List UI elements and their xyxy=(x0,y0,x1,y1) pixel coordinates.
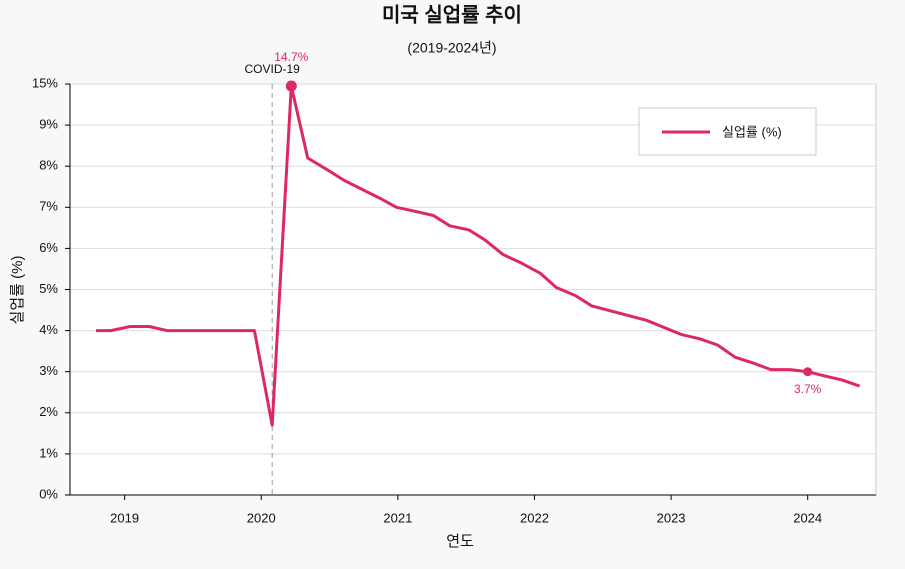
y-tick-label: 5% xyxy=(39,281,58,296)
x-axis-label: 연도 xyxy=(446,533,474,550)
y-tick-label: 7% xyxy=(39,199,58,214)
x-tick-label: 2019 xyxy=(110,510,139,525)
event-label: COVID-19 xyxy=(245,62,301,76)
chart-subtitle: (2019-2024년) xyxy=(407,40,496,56)
y-tick-label: 8% xyxy=(39,158,58,173)
x-tick-label: 2023 xyxy=(657,510,686,525)
y-tick-label: 1% xyxy=(39,445,58,460)
series-line xyxy=(95,84,861,427)
y-tick-label: 9% xyxy=(39,117,58,132)
y-tick-label: 0% xyxy=(39,486,58,501)
highlight-point xyxy=(285,80,297,92)
x-tick-label: 2021 xyxy=(383,510,412,525)
y-tick-label: 3% xyxy=(39,363,58,378)
highlight-point xyxy=(803,367,813,377)
y-tick-label: 4% xyxy=(39,322,58,337)
x-tick-label: 2024 xyxy=(793,510,822,525)
y-tick-label: 15% xyxy=(32,75,58,90)
legend-label: 실업률 (%) xyxy=(722,124,782,139)
annotation: 3.7% xyxy=(794,382,822,396)
y-tick-label: 6% xyxy=(39,240,58,255)
chart-title: 미국 실업률 추이 xyxy=(382,3,522,26)
x-tick-label: 2020 xyxy=(247,510,276,525)
annotation: 14.7% xyxy=(274,50,308,64)
x-tick-label: 2022 xyxy=(520,510,549,525)
y-tick-label: 2% xyxy=(39,404,58,419)
y-axis-label: 실업률 (%) xyxy=(9,256,26,325)
